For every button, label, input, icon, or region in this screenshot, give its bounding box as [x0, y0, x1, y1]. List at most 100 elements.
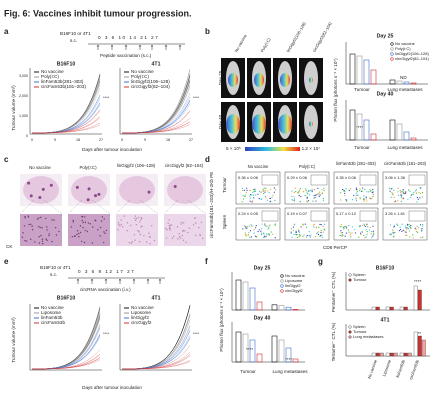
- event: [291, 236, 293, 238]
- event: [293, 200, 296, 202]
- bar: [249, 287, 256, 311]
- tissue-cell: [176, 226, 179, 228]
- event: [306, 226, 308, 228]
- bar: [389, 79, 396, 85]
- event: [257, 193, 259, 195]
- bar: [385, 352, 390, 357]
- column-header: circGigyf2(82–104): [311, 21, 333, 53]
- event: [269, 200, 272, 202]
- event: [416, 197, 418, 199]
- event: [267, 233, 269, 235]
- tissue-cell: [46, 229, 48, 231]
- plot-title: B16F10: [57, 295, 76, 301]
- legend-entry: linGigyf2(106–128): [395, 51, 429, 56]
- arrow: [146, 278, 150, 284]
- tissue-cell: [138, 231, 140, 233]
- bar: [399, 306, 404, 311]
- growth-curve: [31, 354, 101, 370]
- legend-marker: [280, 289, 284, 293]
- event: [268, 233, 270, 235]
- event: [392, 229, 394, 231]
- event: [341, 188, 344, 191]
- axis: [29, 304, 102, 371]
- event: [249, 195, 251, 197]
- event: [264, 195, 266, 197]
- legend-entry: Poly(I:C): [131, 74, 149, 79]
- event: [394, 200, 396, 202]
- event: [402, 191, 404, 193]
- event: [258, 198, 260, 200]
- tissue-cell: [199, 234, 202, 237]
- event: [365, 224, 368, 226]
- event: [345, 199, 347, 201]
- legend-marker: [390, 47, 394, 51]
- event: [267, 190, 269, 192]
- tissue-cell: [76, 230, 79, 232]
- event: [323, 189, 325, 192]
- event: [308, 235, 310, 237]
- bar: [292, 309, 299, 311]
- event: [369, 229, 371, 231]
- tissue-cell: [101, 216, 104, 218]
- event: [322, 199, 325, 201]
- event: [296, 236, 299, 239]
- growth-curve: [121, 329, 191, 370]
- event: [321, 192, 323, 194]
- event: [293, 198, 295, 200]
- tissue-cell: [24, 217, 26, 219]
- event: [368, 191, 370, 193]
- tissue-cell: [97, 229, 99, 231]
- event: [314, 223, 316, 225]
- bar: [417, 289, 422, 311]
- event: [319, 235, 321, 238]
- tissue-cell: [181, 221, 183, 223]
- event: [306, 196, 308, 198]
- event: [405, 225, 407, 227]
- event: [404, 192, 406, 194]
- significance: ****: [246, 347, 253, 352]
- event: [262, 190, 264, 193]
- gate: [261, 210, 279, 222]
- event: [366, 231, 368, 233]
- event: [396, 223, 398, 225]
- event: [266, 199, 268, 201]
- legend-entry: No vaccine: [285, 273, 306, 278]
- event: [267, 228, 269, 230]
- arrow: [132, 278, 136, 284]
- event: [254, 227, 257, 229]
- event: [345, 232, 348, 234]
- event: [408, 189, 410, 191]
- bar: [278, 305, 285, 311]
- tissue-cell: [120, 219, 123, 221]
- tissue-cell: [25, 240, 28, 242]
- legend-entry: circGigyf2(82–104): [395, 56, 429, 61]
- event: [406, 234, 408, 236]
- event: [252, 188, 255, 191]
- bar: [371, 352, 376, 357]
- event: [269, 197, 271, 200]
- event: [315, 200, 317, 202]
- column-header: linGigyf2(106–128): [285, 21, 307, 53]
- event: [290, 228, 292, 230]
- bar: [356, 55, 363, 85]
- event: [320, 229, 322, 232]
- event: [318, 195, 320, 198]
- tissue-cell: [31, 225, 33, 227]
- zoom-guide: [19, 199, 63, 215]
- event: [403, 198, 405, 200]
- legend-marker: [348, 330, 352, 334]
- tissue-cell: [86, 230, 89, 233]
- event: [340, 199, 342, 201]
- bar: [410, 137, 417, 141]
- event: [264, 236, 266, 238]
- legend-marker: [390, 52, 394, 56]
- arrow: [124, 44, 128, 50]
- bar: [371, 306, 376, 311]
- x-axis-label: CD8 PerCP: [323, 245, 347, 250]
- tissue-cell: [122, 226, 124, 228]
- event: [266, 233, 268, 235]
- event: [246, 189, 248, 191]
- event: [356, 194, 358, 196]
- event: [318, 226, 320, 229]
- event: [407, 228, 409, 230]
